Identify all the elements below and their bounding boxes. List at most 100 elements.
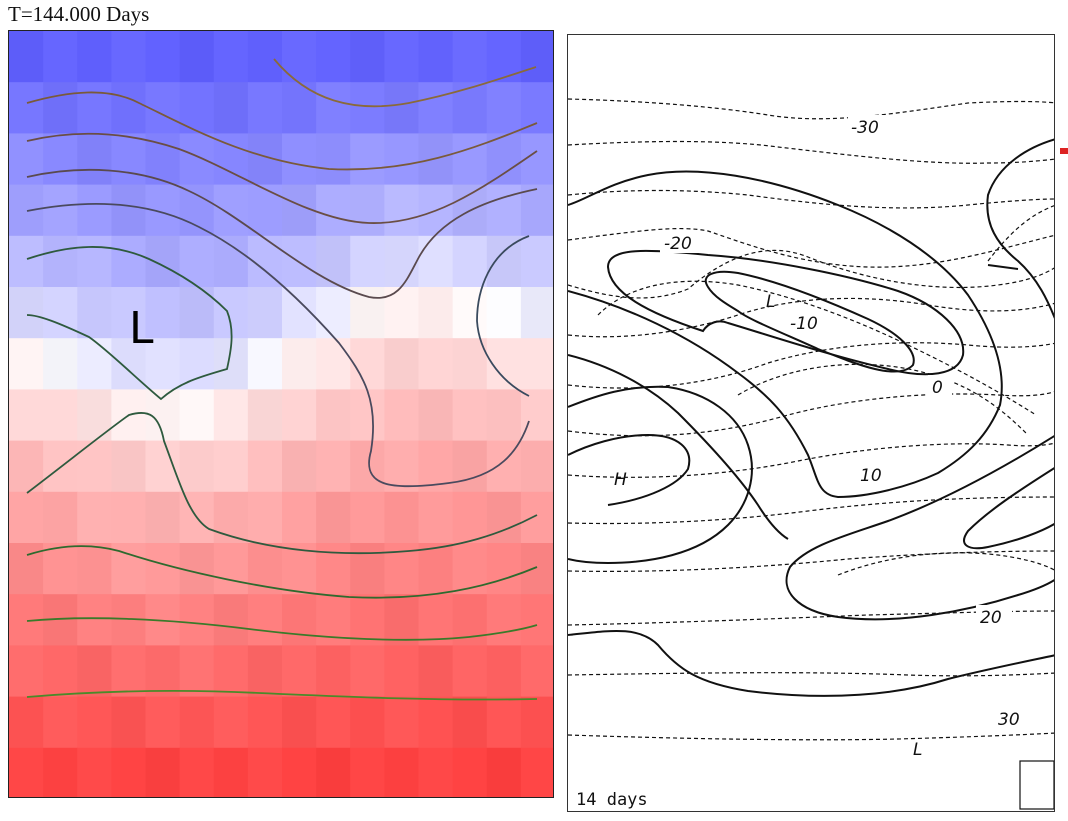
grid-cell [520, 389, 553, 442]
dashed-contour [568, 672, 1054, 677]
grid-cell [247, 747, 283, 797]
grid-cell [43, 184, 78, 237]
contour-line [476, 235, 530, 397]
contour-line [26, 246, 233, 401]
grid-cell [316, 82, 351, 134]
grid-cell [520, 696, 553, 749]
contour-line [26, 545, 538, 599]
grid-cell [384, 594, 420, 646]
contour-line [26, 91, 538, 171]
contour-label: -10 [790, 314, 818, 334]
grid-cell [486, 184, 522, 237]
grid-cell [282, 31, 317, 83]
page-title: T=144.000 Days [8, 2, 150, 26]
dashed-contour [568, 297, 1054, 338]
grid-cell [145, 491, 181, 544]
grid-cell [77, 235, 112, 288]
grid-cell [486, 389, 522, 442]
contour-line [26, 168, 538, 299]
grid-cell [179, 31, 215, 83]
grid-cell [350, 31, 385, 83]
grid-cell [43, 543, 78, 595]
contour-line [26, 690, 538, 701]
grid-cell [350, 543, 385, 595]
grid-cell [77, 338, 112, 390]
low-pressure-label: L [129, 303, 154, 354]
grid-cell [384, 389, 420, 442]
grid-cell [520, 287, 553, 339]
grid-cell [316, 235, 351, 288]
grid-cell [213, 491, 249, 544]
grid-cell [213, 696, 249, 749]
grid-cell [77, 287, 112, 339]
low-pressure-label: L [766, 292, 775, 312]
grid-cell [179, 645, 215, 698]
reference-panel: -30 -20 -10 0 10 20 30 L H L 14 days [567, 34, 1055, 812]
grid-cell [350, 491, 385, 544]
grid-cell [179, 696, 215, 749]
grid-cell [418, 696, 454, 749]
grid-cell [384, 82, 420, 134]
grid-cell [43, 235, 78, 288]
grid-cell [213, 133, 249, 186]
high-pressure-label: H [614, 470, 627, 490]
grid-cell [486, 235, 522, 288]
dashed-contour [568, 442, 1054, 478]
grid-cell [282, 645, 317, 698]
grid-cell [418, 645, 454, 698]
dashed-contour [568, 550, 1054, 572]
grid-cell [486, 594, 522, 646]
grid-cell [520, 338, 553, 390]
grid-cell [145, 645, 181, 698]
grid-cell [452, 338, 488, 390]
grid-cell [520, 31, 553, 83]
dashed-contour [737, 363, 1029, 436]
grid-cell [43, 31, 78, 83]
grid-cell [316, 31, 351, 83]
grid-cell [418, 287, 454, 339]
grid-cell [213, 747, 249, 797]
grid-cell [316, 440, 351, 493]
dashed-contours [568, 98, 1054, 741]
grid-cell [145, 31, 181, 83]
grid-cell [179, 235, 215, 288]
grid-cell [350, 389, 385, 442]
grid-cell [486, 133, 522, 186]
grid-cell [384, 747, 420, 797]
grid-cell [247, 594, 283, 646]
grid-cell [9, 543, 44, 595]
grid-cell [43, 696, 78, 749]
dashed-contour [597, 280, 1037, 416]
solid-contour [568, 354, 789, 540]
grid-cell [77, 133, 112, 186]
temperature-field-map: L [9, 31, 553, 797]
grid-cell [350, 235, 385, 288]
grid-cell [9, 235, 44, 288]
grid-cell [247, 287, 283, 339]
grid-cell [213, 440, 249, 493]
grid-cell [9, 184, 44, 237]
grid-cell [282, 133, 317, 186]
grid-cell [316, 287, 351, 339]
grid-cell [179, 338, 215, 390]
grid-cell [43, 287, 78, 339]
grid-cell [452, 389, 488, 442]
contour-line [273, 58, 537, 108]
solid-contour [963, 467, 1054, 550]
grid-cell [179, 82, 215, 134]
grid-cell [418, 31, 454, 83]
grid-cell [77, 747, 112, 797]
simulation-panel: L [8, 30, 554, 798]
solid-contour [568, 630, 1054, 697]
grid-cell [350, 440, 385, 493]
dashed-contour [568, 732, 1054, 741]
grid-cell [247, 31, 283, 83]
grid-cell [452, 31, 488, 83]
grid-cell [77, 440, 112, 493]
grid-cell [111, 287, 147, 339]
grid-cell [77, 645, 112, 698]
grid-cell [43, 82, 78, 134]
grid-cell [111, 645, 147, 698]
grid-cell [43, 491, 78, 544]
contour-value-labels: -30 -20 -10 0 10 20 30 L H L [614, 115, 1030, 760]
